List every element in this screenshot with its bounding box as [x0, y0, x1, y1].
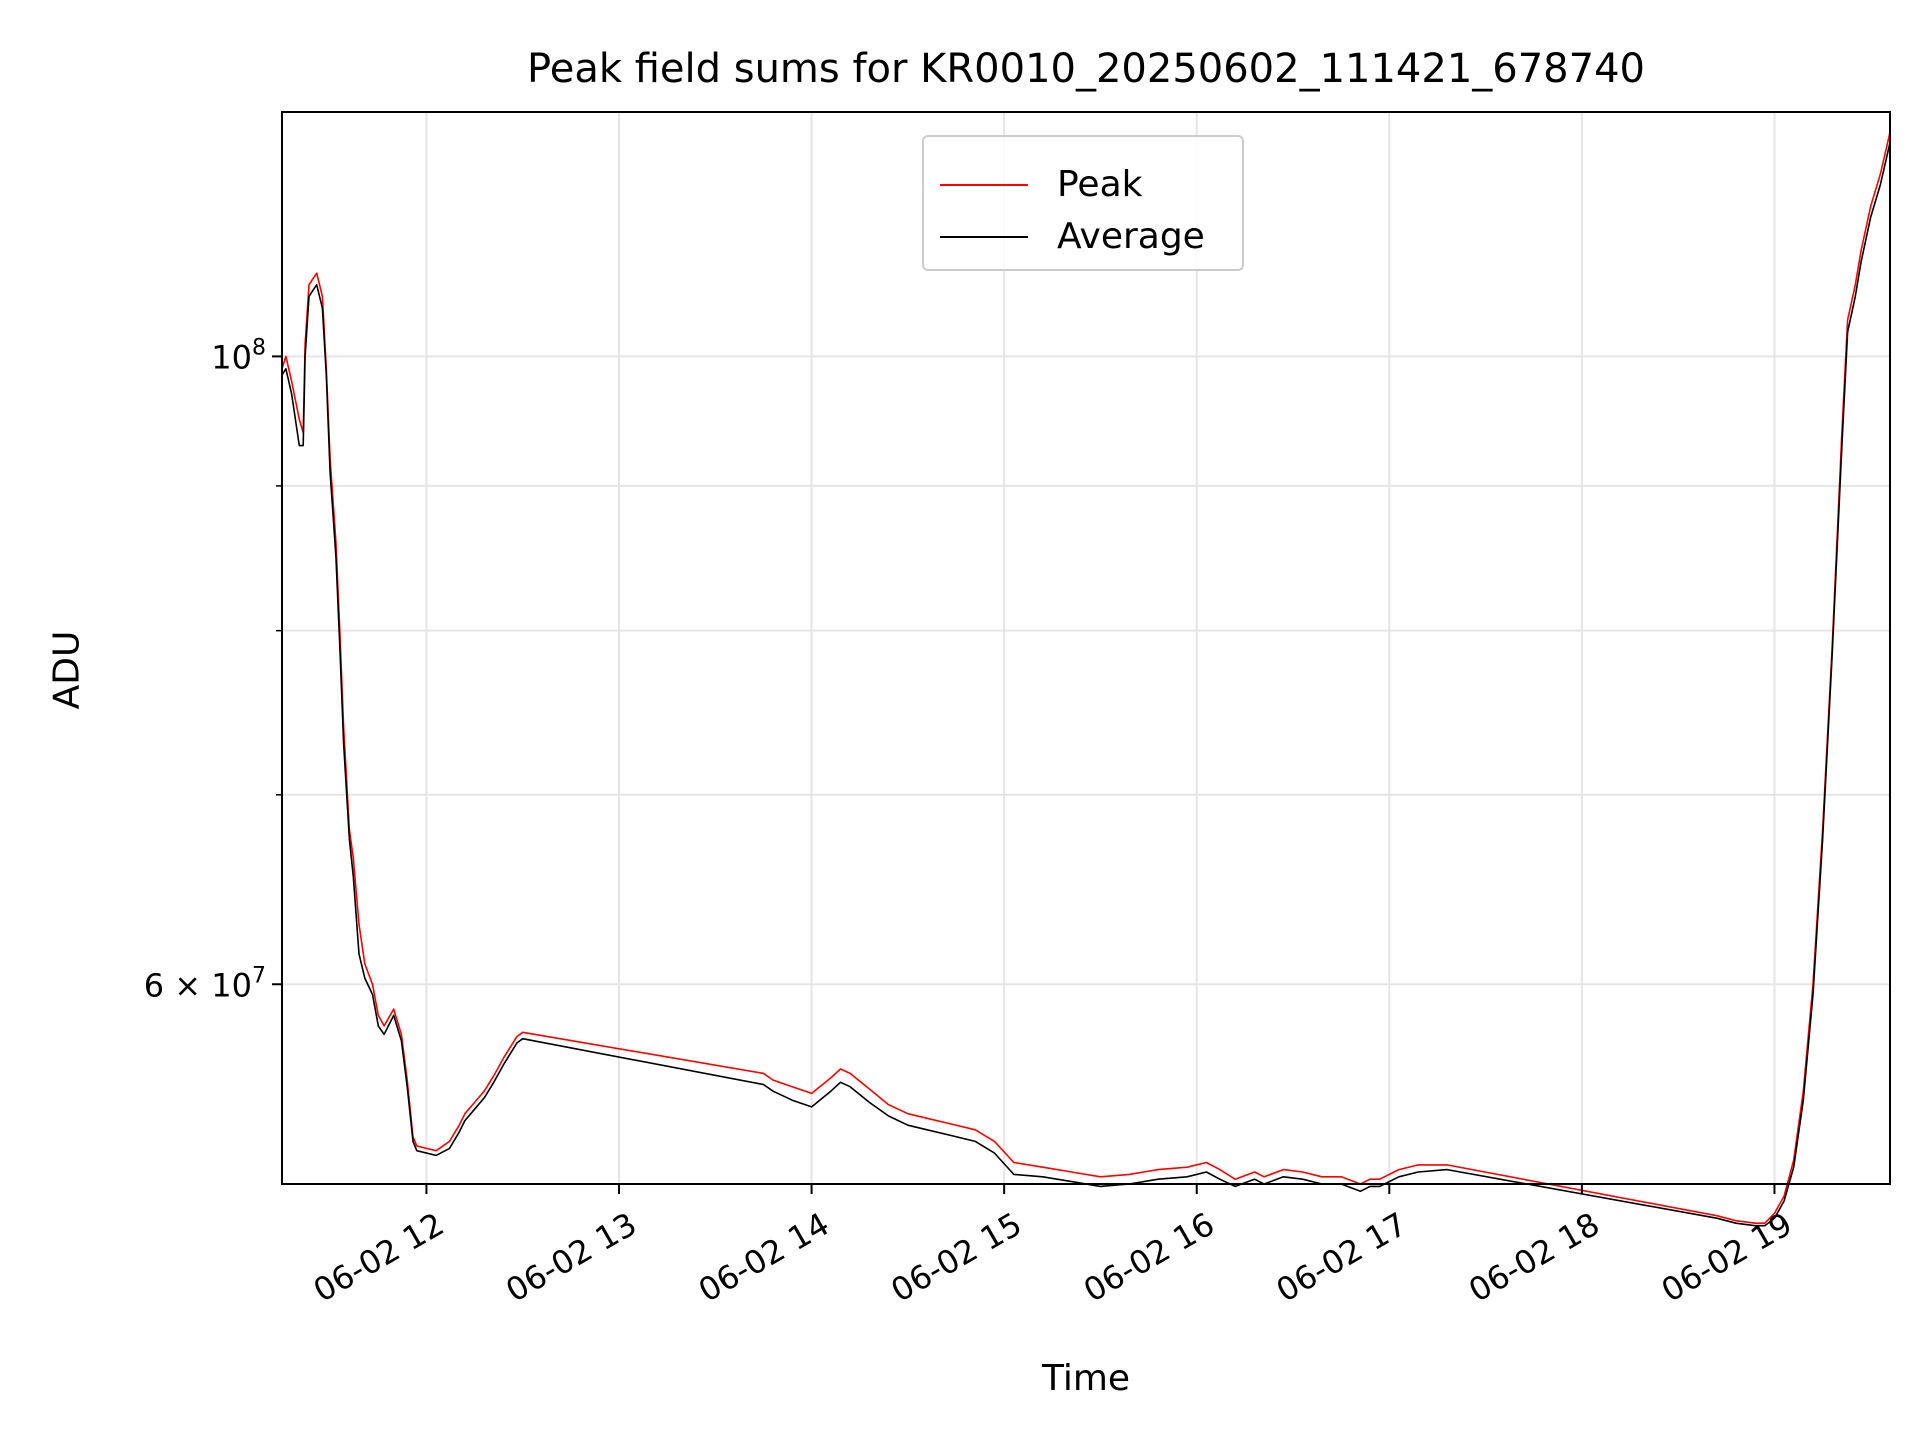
- legend-label-peak: Peak: [1057, 164, 1143, 205]
- legend: Peak Average: [922, 135, 1244, 271]
- chart-title: Peak field sums for KR0010_20250602_1114…: [527, 46, 1645, 92]
- x-tick-label: 06-02 18: [1462, 1205, 1606, 1310]
- x-tick-label: 06-02 15: [885, 1205, 1029, 1310]
- x-axis-label: Time: [1041, 1358, 1131, 1399]
- x-tick-label: 06-02 17: [1270, 1205, 1414, 1310]
- x-tick-label: 06-02 13: [499, 1205, 643, 1310]
- legend-label-average: Average: [1057, 216, 1205, 257]
- series-line-peak: [281, 132, 1891, 1224]
- legend-item-peak: Peak: [924, 165, 1242, 205]
- series-layer: [281, 132, 1891, 1227]
- x-tick-label: 06-02 16: [1077, 1205, 1221, 1310]
- tick-layer: 06-02 12 06-02 13 06-02 14 06-02 15 06-02 16…: [144, 335, 1799, 1309]
- legend-swatch-peak: [940, 184, 1028, 186]
- legend-item-average: Average: [924, 217, 1242, 257]
- y-tick-label: 6 × 107: [144, 963, 266, 1004]
- x-tick-label: 06-02 14: [692, 1205, 836, 1310]
- series-line-average: [281, 142, 1891, 1227]
- y-axis-label: ADU: [46, 630, 88, 710]
- plot-frame: [281, 111, 1891, 1185]
- grid-layer: [282, 112, 1890, 1184]
- legend-swatch-average: [940, 236, 1028, 238]
- y-tick-label: 108: [211, 335, 266, 376]
- x-tick-label: 06-02 12: [307, 1205, 451, 1310]
